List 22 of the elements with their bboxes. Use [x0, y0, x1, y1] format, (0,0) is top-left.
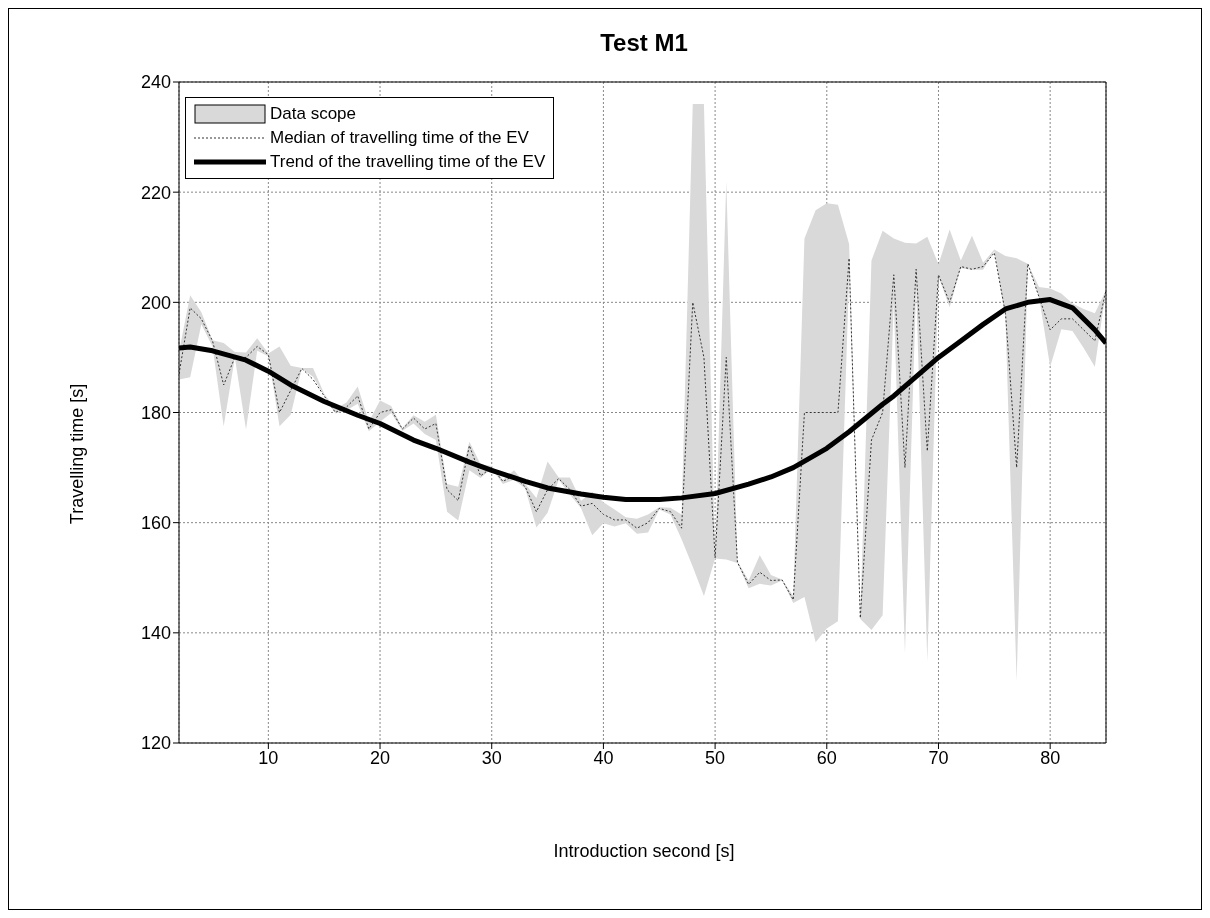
annotation: Data scope — [270, 103, 356, 125]
x-tick-label: 30 — [481, 747, 502, 768]
y-tick-label: 140 — [140, 623, 171, 644]
legend-label: Trend of the travelling time of the EV — [270, 151, 546, 173]
y-tick-label: 240 — [140, 72, 171, 93]
x-tick-label: 40 — [593, 747, 614, 768]
x-tick-label: 70 — [928, 747, 949, 768]
legend-label: Median of travelling time of the EV — [270, 127, 529, 149]
line-series — [179, 252, 1106, 619]
x-tick-label: 60 — [816, 747, 837, 768]
x-tick-label: 20 — [370, 747, 391, 768]
y-axis-title: Travelling time [s] — [66, 383, 88, 525]
x-tick-label: 80 — [1040, 747, 1061, 768]
y-tick-label: 200 — [140, 292, 171, 313]
x-axis-title: Introduction second [s] — [552, 841, 736, 862]
x-tick-label: 10 — [258, 747, 279, 768]
y-tick-label: 180 — [140, 402, 171, 423]
chart-title: Test M1 — [599, 29, 689, 57]
y-tick-label: 160 — [140, 513, 171, 534]
y-tick-label: 120 — [140, 733, 171, 754]
y-tick-label: 220 — [140, 182, 171, 203]
x-tick-label: 50 — [705, 747, 726, 768]
